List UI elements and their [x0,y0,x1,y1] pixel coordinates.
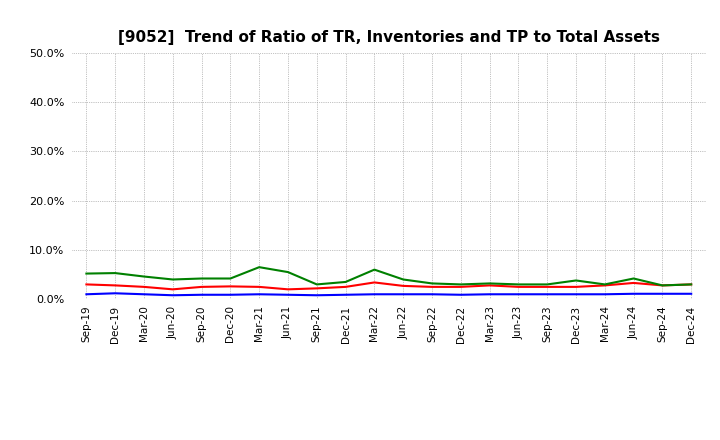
Trade Payables [82,271,91,276]
Inventories [312,293,321,298]
Title: [9052]  Trend of Ratio of TR, Inventories and TP to Total Assets: [9052] Trend of Ratio of TR, Inventories… [118,29,660,45]
Line: Inventories: Inventories [86,293,691,295]
Trade Payables [111,271,120,276]
Trade Receivables [399,283,408,289]
Inventories [284,292,292,297]
Line: Trade Payables: Trade Payables [86,267,691,286]
Trade Receivables [111,283,120,288]
Inventories [456,292,465,297]
Trade Receivables [197,284,206,290]
Inventories [255,292,264,297]
Trade Payables [456,282,465,287]
Trade Payables [370,267,379,272]
Trade Payables [226,276,235,281]
Trade Payables [543,282,552,287]
Trade Receivables [456,284,465,290]
Trade Payables [341,279,350,285]
Inventories [658,291,667,297]
Trade Payables [284,269,292,275]
Trade Receivables [168,287,177,292]
Trade Receivables [370,280,379,285]
Trade Payables [312,282,321,287]
Inventories [428,292,436,297]
Inventories [226,292,235,297]
Trade Payables [428,281,436,286]
Trade Payables [687,282,696,287]
Inventories [197,292,206,297]
Trade Payables [399,277,408,282]
Trade Receivables [312,286,321,291]
Trade Payables [600,282,609,287]
Trade Receivables [514,284,523,290]
Inventories [341,292,350,297]
Inventories [485,292,494,297]
Trade Receivables [600,283,609,288]
Inventories [370,292,379,297]
Inventories [514,292,523,297]
Trade Payables [197,276,206,281]
Trade Receivables [572,284,580,290]
Trade Receivables [284,287,292,292]
Trade Payables [658,283,667,288]
Trade Receivables [255,284,264,290]
Trade Payables [572,278,580,283]
Inventories [572,292,580,297]
Inventories [399,292,408,297]
Trade Receivables [543,284,552,290]
Trade Payables [140,274,148,279]
Inventories [168,293,177,298]
Inventories [543,292,552,297]
Inventories [629,291,638,297]
Inventories [82,292,91,297]
Trade Receivables [341,284,350,290]
Trade Receivables [629,280,638,286]
Trade Receivables [485,283,494,288]
Line: Trade Receivables: Trade Receivables [86,282,691,290]
Inventories [687,291,696,297]
Trade Receivables [687,282,696,287]
Inventories [600,292,609,297]
Inventories [111,291,120,296]
Inventories [140,292,148,297]
Trade Payables [629,276,638,281]
Trade Payables [514,282,523,287]
Trade Payables [255,264,264,270]
Trade Receivables [226,284,235,289]
Trade Receivables [140,284,148,290]
Trade Receivables [658,283,667,288]
Trade Receivables [428,284,436,290]
Trade Payables [168,277,177,282]
Trade Payables [485,281,494,286]
Trade Receivables [82,282,91,287]
